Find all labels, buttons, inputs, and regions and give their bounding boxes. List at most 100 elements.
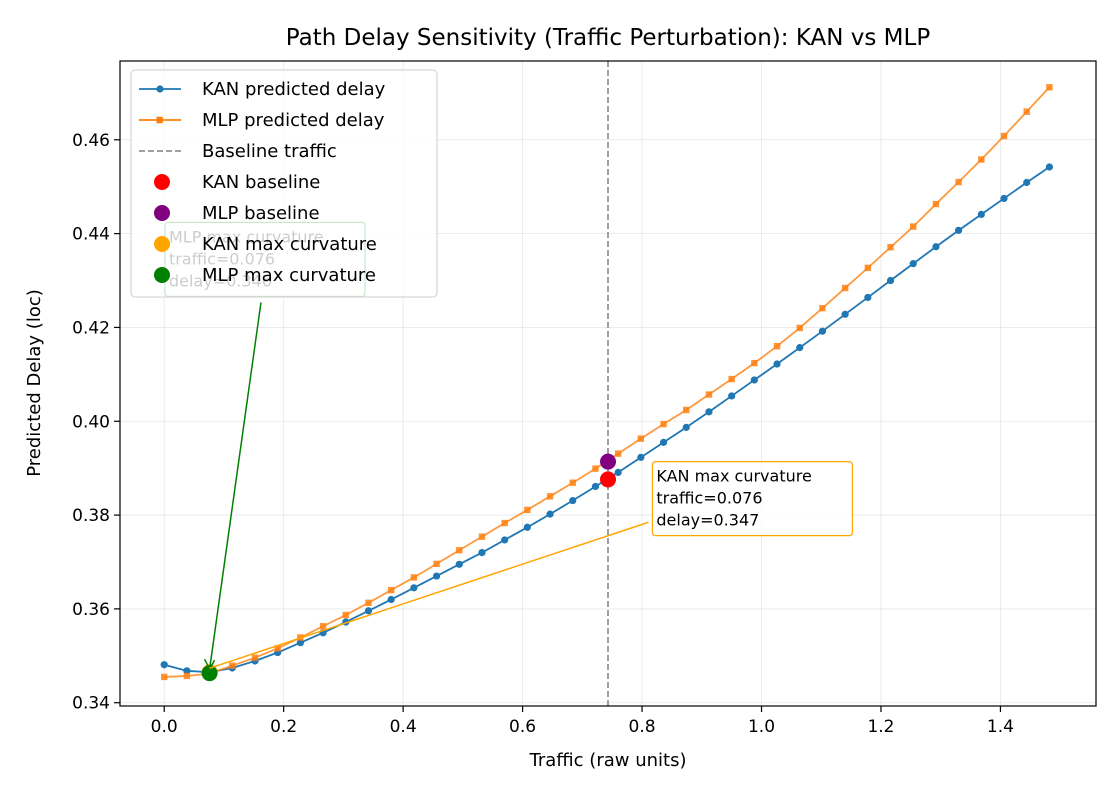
data-point	[614, 450, 622, 457]
legend: KAN predicted delay MLP predicted delay Ba…	[130, 69, 438, 298]
annotation-arrow	[209, 521, 649, 669]
legend-item-point: MLP baseline	[154, 203, 320, 224]
annotation-line: delay=0.347	[656, 511, 759, 530]
data-point	[455, 560, 463, 568]
legend-marker	[156, 116, 163, 124]
data-point	[909, 260, 917, 268]
legend-item-point: KAN max curvature	[154, 234, 377, 255]
y-tick-label: 0.36	[72, 600, 110, 620]
data-point	[978, 156, 985, 163]
x-tick-label: 0.0	[151, 717, 178, 737]
mlp-max-curvature-point	[201, 665, 218, 682]
data-point	[523, 523, 531, 531]
y-tick-label: 0.34	[72, 694, 110, 714]
legend-label: KAN max curvature	[202, 234, 377, 255]
data-point	[569, 496, 577, 505]
legend-box	[130, 69, 438, 298]
legend-item-mlp-delay: MLP predicted delay	[139, 110, 385, 131]
data-point	[1046, 84, 1053, 91]
data-point	[410, 574, 418, 581]
kan-max-curvature-annotation: KAN max curvature traffic=0.076 delay=0.34…	[209, 461, 853, 669]
data-point	[478, 549, 486, 557]
data-point	[591, 482, 600, 491]
data-point	[637, 435, 645, 442]
x-tick-label: 0.8	[629, 717, 656, 737]
arrow-head	[203, 658, 216, 671]
data-point	[1045, 163, 1054, 171]
x-tick-label: 0.4	[390, 717, 417, 737]
data-point	[751, 359, 758, 367]
data-point	[251, 654, 259, 661]
legend-marker	[154, 267, 170, 283]
annotation-line: KAN max curvature	[656, 467, 811, 486]
data-point	[364, 607, 373, 615]
data-point	[183, 672, 191, 680]
data-point	[932, 200, 940, 208]
data-point	[410, 584, 418, 592]
data-point	[682, 423, 690, 431]
data-point	[183, 667, 191, 675]
legend-marker	[154, 236, 170, 252]
data-point	[977, 210, 985, 218]
kan-baseline-point	[600, 471, 616, 488]
data-point	[705, 408, 713, 416]
data-point	[1000, 194, 1008, 203]
data-point	[546, 493, 554, 500]
legend-marker	[156, 85, 164, 93]
data-point	[887, 244, 894, 251]
data-point	[478, 533, 486, 540]
data-point	[773, 360, 781, 368]
data-point	[342, 611, 349, 619]
data-point	[387, 595, 395, 604]
data-point	[433, 560, 440, 568]
legend-marker	[154, 205, 170, 221]
chart-title: Path Delay Sensitivity (Traffic Perturba…	[286, 25, 931, 51]
y-axis-label: Predicted Delay (loc)	[24, 289, 45, 477]
y-tick-label: 0.38	[72, 506, 110, 526]
data-point	[319, 623, 327, 630]
data-point	[660, 420, 667, 428]
legend-marker	[154, 174, 170, 190]
data-point	[592, 465, 599, 472]
data-point	[387, 586, 395, 594]
legend-item-point: KAN baseline	[154, 172, 320, 193]
data-point	[864, 293, 872, 302]
x-tick-label: 0.6	[509, 717, 536, 737]
x-axis-label: Traffic (raw units)	[529, 750, 687, 771]
data-point	[274, 645, 281, 652]
y-tick-label: 0.44	[72, 225, 110, 245]
x-tick-label: 1.0	[748, 717, 775, 737]
data-point	[773, 343, 781, 350]
legend-label: MLP max curvature	[202, 265, 376, 286]
axis-ticks: 0.0 0.2 0.4 0.6 0.8 1.0 1.2 1.4 0.34 0.36 0.38 0.40…	[72, 131, 1014, 737]
data-point	[501, 519, 508, 527]
highlight-points	[201, 453, 616, 682]
data-point	[886, 276, 895, 285]
data-point	[841, 310, 849, 318]
data-point	[614, 468, 622, 476]
data-point	[818, 327, 827, 335]
data-point	[432, 572, 441, 580]
mlp-baseline-point	[600, 453, 616, 470]
data-point	[161, 673, 168, 681]
data-point	[524, 506, 531, 514]
data-point	[796, 344, 804, 352]
data-point	[1000, 132, 1008, 140]
x-tick-label: 1.4	[987, 717, 1014, 737]
data-point	[546, 510, 554, 518]
data-point	[1023, 178, 1031, 187]
data-point	[750, 376, 758, 384]
y-tick-label: 0.42	[72, 318, 110, 338]
x-tick-label: 0.2	[270, 717, 297, 737]
data-point	[1023, 108, 1030, 115]
data-point	[365, 599, 372, 606]
data-point	[683, 406, 690, 414]
data-point	[229, 662, 236, 669]
data-point	[456, 547, 463, 554]
legend-label: Baseline traffic	[202, 141, 337, 162]
legend-label: KAN predicted delay	[202, 79, 386, 100]
legend-label: KAN baseline	[202, 172, 320, 193]
data-point	[569, 479, 576, 486]
data-point	[796, 324, 803, 332]
legend-label: MLP baseline	[202, 203, 320, 224]
